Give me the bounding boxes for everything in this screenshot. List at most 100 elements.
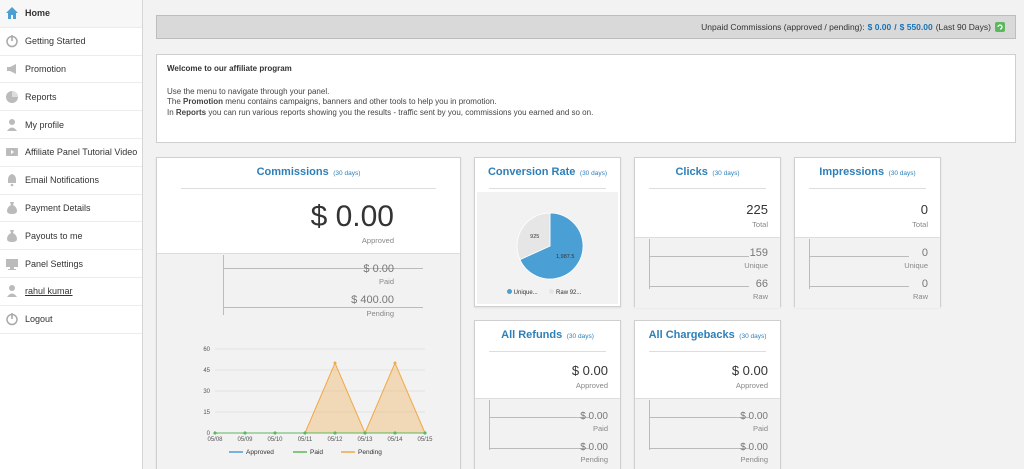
data-point-paid: [303, 431, 307, 435]
unpaid-label: Unpaid Commissions (approved / pending):: [701, 22, 865, 32]
sidebar-item-reports[interactable]: Reports: [0, 83, 142, 112]
welcome-panel: Welcome to our affiliate program Use the…: [156, 54, 1016, 143]
y-tick-label: 60: [203, 347, 210, 353]
impressions-title: Impressions: [819, 166, 885, 178]
y-tick-label: 45: [203, 368, 210, 374]
legend-swatch-raw: [549, 289, 555, 294]
refunds-card: All Refunds (30 days) $ 0.00 Approved $ …: [474, 320, 621, 469]
sidebar-item-label: Reports: [25, 91, 57, 102]
user-icon: [5, 284, 19, 298]
refunds-approved-value: $ 0.00: [571, 363, 608, 378]
x-tick-label: 05/15: [417, 437, 433, 443]
sidebar-item-label: Home: [25, 8, 51, 19]
sidebar-item-label: Affiliate Panel Tutorial Video: [25, 147, 138, 158]
commissions-paid-label: Paid: [378, 277, 394, 286]
unpaid-commissions-bar: Unpaid Commissions (approved / pending):…: [156, 15, 1016, 39]
clicks-unique-label: Unique: [744, 261, 768, 270]
conversion-rate-card: Conversion Rate (30 days) 1,987.5 925 Uni…: [474, 157, 621, 307]
megaphone-icon: [5, 62, 19, 76]
chargebacks-paid-value: $ 0.00: [740, 411, 768, 422]
bell-icon: [5, 173, 19, 187]
video-icon: [5, 145, 19, 159]
sidebar-item-payouts[interactable]: Payouts to me: [0, 222, 142, 251]
payout-icon: [5, 229, 19, 243]
data-point-paid: [213, 431, 217, 435]
user-icon: [5, 118, 19, 132]
commissions-paid-value: $ 0.00: [363, 263, 394, 275]
legend-label: Approved: [246, 449, 274, 456]
commissions-card: Commissions (30 days) $ 0.00 Approved $ …: [156, 157, 461, 469]
refresh-icon[interactable]: [995, 22, 1005, 32]
chargebacks-title: All Chargebacks: [648, 329, 735, 341]
sidebar-item-email-notifications[interactable]: Email Notifications: [0, 167, 142, 195]
home-icon: [5, 6, 19, 20]
sidebar-item-my-profile[interactable]: My profile: [0, 111, 142, 139]
sidebar-item-label: Promotion: [25, 63, 67, 74]
legend-unique: Unique...: [513, 290, 538, 296]
chart-pie-icon: [5, 90, 19, 104]
impressions-unique-value: 0: [921, 247, 928, 259]
commissions-pending-label: Pending: [366, 309, 394, 318]
x-tick-label: 05/09: [237, 437, 253, 443]
clicks-raw-value: 66: [755, 278, 768, 290]
sidebar-item-label: Payouts to me: [25, 230, 83, 241]
refunds-period: (30 days): [566, 333, 594, 340]
refunds-paid-value: $ 0.00: [580, 411, 608, 422]
pie-slice-label: 925: [530, 234, 539, 240]
power-icon: [5, 34, 19, 48]
refunds-approved-label: Approved: [575, 381, 608, 390]
x-tick-label: 05/08: [207, 437, 223, 443]
data-point-paid: [273, 431, 277, 435]
x-tick-label: 05/11: [298, 437, 313, 443]
sidebar-item-logout[interactable]: Logout: [0, 306, 142, 334]
welcome-line-1: Use the menu to navigate through your pa…: [167, 86, 330, 96]
commissions-approved-label: Approved: [361, 236, 394, 245]
refunds-pending-label: Pending: [580, 455, 608, 464]
sidebar-item-label: Logout: [25, 314, 53, 325]
legend-raw: Raw 92...: [556, 290, 582, 296]
sidebar-item-label: rahul kumar: [25, 286, 73, 297]
conversion-legend: Unique... Raw 92...: [507, 289, 581, 296]
impressions-raw-label: Raw: [912, 292, 928, 301]
clicks-total-label: Total: [752, 220, 768, 229]
sidebar: Home Getting Started Promotion Reports M…: [0, 0, 143, 469]
x-tick-label: 05/13: [357, 437, 373, 443]
clicks-total-value: 225: [746, 202, 768, 217]
conversion-period: (30 days): [579, 170, 608, 177]
pie-slice-label: 1,987.5: [556, 254, 574, 260]
commissions-pending-value: $ 400.00: [351, 294, 394, 306]
data-point-paid: [393, 431, 397, 435]
clicks-unique-value: 159: [749, 247, 768, 259]
sidebar-item-label: Getting Started: [25, 36, 86, 47]
y-tick-label: 0: [207, 431, 211, 437]
unpaid-approved-amount: $ 0.00: [867, 22, 892, 32]
x-tick-label: 05/12: [327, 437, 343, 443]
commissions-title: Commissions: [256, 166, 329, 178]
sidebar-item-getting-started[interactable]: Getting Started: [0, 28, 142, 56]
sidebar-item-tutorial-video[interactable]: Affiliate Panel Tutorial Video: [0, 139, 142, 167]
legend-label: Paid: [310, 449, 323, 456]
welcome-title: Welcome to our affiliate program: [167, 64, 292, 73]
data-point-paid: [243, 431, 247, 435]
sidebar-item-label: Panel Settings: [25, 258, 84, 269]
monitor-icon: [5, 257, 19, 271]
sidebar-item-label: Email Notifications: [25, 175, 100, 186]
impressions-card: Impressions (30 days) 0 Total 0 Unique 0…: [794, 157, 941, 308]
sidebar-item-promotion[interactable]: Promotion: [0, 56, 142, 84]
sidebar-item-label: Payment Details: [25, 202, 91, 213]
money-bag-icon: [5, 201, 19, 215]
sidebar-item-user-account[interactable]: rahul kumar: [0, 278, 142, 306]
sidebar-item-home[interactable]: Home: [0, 0, 142, 28]
chargebacks-approved-label: Approved: [735, 381, 768, 390]
conversion-title: Conversion Rate: [487, 166, 576, 178]
sidebar-item-payment-details[interactable]: Payment Details: [0, 195, 142, 223]
x-tick-label: 05/14: [387, 437, 403, 443]
impressions-period: (30 days): [888, 170, 916, 177]
legend-swatch-unique: [507, 289, 512, 294]
sidebar-item-panel-settings[interactable]: Panel Settings: [0, 250, 142, 278]
clicks-card: Clicks (30 days) 225 Total 159 Unique 66…: [634, 157, 781, 308]
unpaid-period: (Last 90 Days): [935, 22, 991, 32]
clicks-period: (30 days): [712, 170, 740, 177]
legend-label: Pending: [358, 449, 382, 456]
refunds-title: All Refunds: [501, 329, 563, 341]
